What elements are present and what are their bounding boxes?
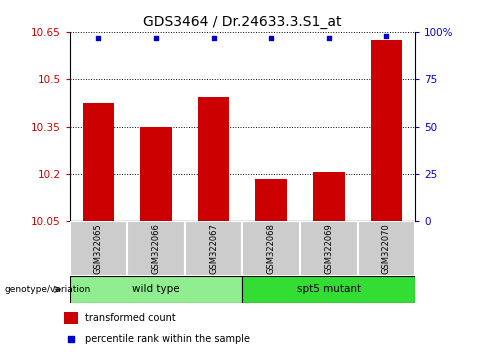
Bar [140, 127, 172, 221]
Bar [70, 221, 127, 276]
Bar [63, 312, 78, 324]
Bar [127, 221, 185, 276]
Text: genotype/variation: genotype/variation [5, 285, 91, 294]
Text: spt5 mutant: spt5 mutant [297, 284, 361, 295]
Bar [358, 221, 415, 276]
Text: GSM322068: GSM322068 [267, 223, 276, 274]
Point [267, 35, 275, 40]
Point [210, 35, 217, 40]
Bar [371, 40, 402, 221]
Bar [242, 276, 415, 303]
Text: GSM322070: GSM322070 [382, 223, 391, 274]
Bar [83, 103, 114, 221]
Bar [313, 172, 345, 221]
Text: percentile rank within the sample: percentile rank within the sample [85, 334, 250, 344]
Text: GSM322069: GSM322069 [324, 223, 333, 274]
Bar [255, 179, 287, 221]
Point [325, 35, 333, 40]
Text: GSM322066: GSM322066 [152, 223, 160, 274]
Point [95, 35, 102, 40]
Bar [242, 221, 300, 276]
Bar [185, 221, 242, 276]
Text: wild type: wild type [132, 284, 180, 295]
Point [152, 35, 160, 40]
Bar [300, 221, 358, 276]
Text: transformed count: transformed count [85, 313, 176, 323]
Point [67, 337, 74, 342]
Title: GDS3464 / Dr.24633.3.S1_at: GDS3464 / Dr.24633.3.S1_at [143, 16, 342, 29]
Text: GSM322065: GSM322065 [94, 223, 103, 274]
Bar [198, 97, 229, 221]
Text: GSM322067: GSM322067 [209, 223, 218, 274]
Point [383, 33, 390, 39]
Bar [70, 276, 242, 303]
